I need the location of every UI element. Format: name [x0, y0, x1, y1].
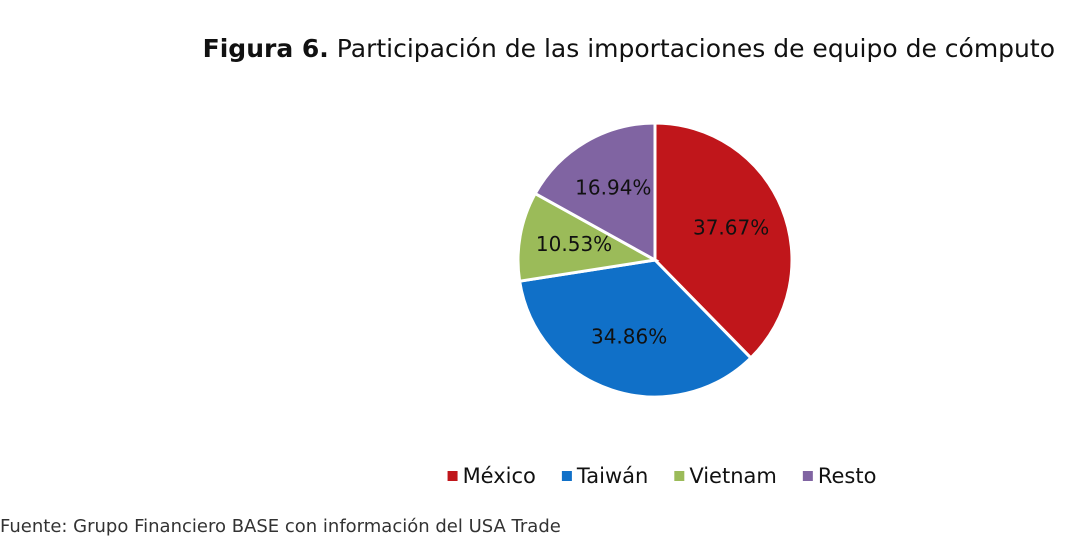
source-note: Fuente: Grupo Financiero BASE con inform… — [0, 516, 561, 537]
data-label: 37.67% — [693, 215, 769, 239]
pie-slice — [653, 121, 794, 361]
legend-label: Taiwán — [576, 464, 648, 488]
chart-title: Figura 6. Participación de las importacio… — [203, 34, 1055, 63]
legend-swatch — [802, 471, 813, 481]
data-label: 16.94% — [575, 176, 651, 200]
pie-slice — [517, 258, 753, 399]
data-label: 10.53% — [536, 232, 612, 256]
legend-label: Resto — [818, 464, 877, 488]
legend-swatch — [447, 471, 458, 481]
legend-swatch — [674, 471, 685, 481]
data-label: 34.86% — [591, 325, 667, 349]
legend-label: Vietnam — [689, 464, 777, 488]
legend-swatch — [561, 471, 572, 481]
legend-label: México — [463, 464, 536, 488]
pie-slice — [516, 191, 660, 283]
pie-slice — [533, 121, 657, 263]
figure-label: Figura 6. — [203, 34, 329, 63]
title-text: Participación de las importaciones de eq… — [337, 34, 1055, 63]
